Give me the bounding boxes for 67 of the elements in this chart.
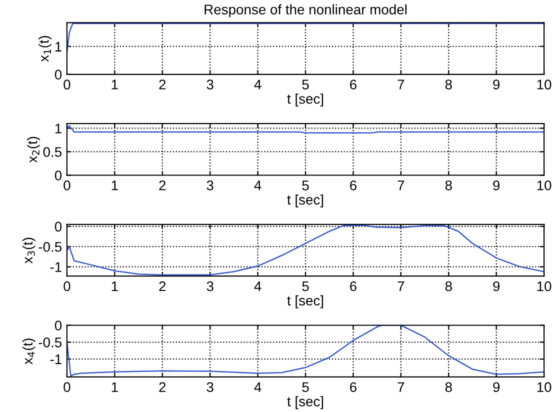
x-tick-label: 3: [206, 281, 214, 292]
y-tick-label: -0.5: [38, 242, 62, 252]
x-tick-label: 5: [302, 382, 309, 392]
x-tick-label: 6: [350, 382, 356, 392]
x-tick-label: 2: [159, 281, 166, 292]
x-tick-label: 1: [112, 80, 118, 90]
x-tick-label: 0: [64, 80, 70, 90]
y-tick-label: 0: [54, 70, 62, 80]
x-tick-label: 2: [159, 80, 166, 90]
x-tick-label: 7: [398, 80, 404, 90]
y-tick-label: 0: [54, 170, 62, 180]
x-tick-label: 9: [493, 180, 500, 190]
x-tick-label: 6: [350, 80, 356, 90]
x-tick-label: 10: [537, 80, 552, 90]
x-tick-label: 7: [398, 382, 404, 392]
x-tick-label: 9: [493, 281, 500, 292]
chart-title: Response of the nonlinear model: [204, 4, 407, 18]
y-tick-label: -1: [50, 262, 62, 272]
y-tick-label: 0.5: [43, 147, 62, 157]
x-axis-title: t [sec]: [287, 94, 324, 107]
x-tick-label: 3: [206, 382, 214, 392]
line-series: [66, 125, 544, 134]
x-tick-label: 6: [350, 281, 356, 292]
y-tick-label: 0: [54, 222, 62, 232]
line-series: [66, 325, 544, 377]
y-axis-title: x$_{1}$(t): [38, 36, 52, 62]
x-tick-label: 9: [493, 382, 500, 392]
y-tick-label: 0: [54, 320, 62, 330]
y-tick-label: -0.5: [38, 337, 62, 348]
x-tick-label: 1: [112, 281, 118, 292]
line-series: [66, 224, 544, 276]
x-axis-title: t [sec]: [287, 396, 324, 410]
x-tick-label: 0: [64, 382, 70, 392]
x-tick-label: 8: [445, 180, 452, 190]
x-tick-label: 7: [398, 180, 404, 190]
y-axis-title: x$_{4}$(t): [22, 338, 36, 364]
y-axis-title: x$_{3}$(t): [22, 238, 36, 264]
y-tick-label: 1: [55, 42, 62, 52]
y-tick-label: -1: [50, 354, 62, 364]
x-tick-label: 1: [112, 382, 118, 392]
x-tick-label: 3: [206, 80, 214, 90]
x-axis-title: t [sec]: [287, 194, 324, 208]
x-tick-label: 10: [537, 281, 552, 292]
x-tick-label: 10: [537, 180, 552, 190]
y-tick-label: 1: [55, 124, 62, 134]
x-tick-label: 4: [254, 80, 262, 90]
x-tick-label: 0: [64, 180, 70, 190]
x-tick-label: 1: [112, 180, 118, 190]
x-tick-label: 8: [445, 80, 452, 90]
x-tick-label: 2: [159, 180, 166, 190]
x-tick-label: 9: [493, 80, 500, 90]
x-tick-label: 5: [302, 80, 309, 90]
x-tick-label: 10: [537, 382, 552, 392]
x-tick-label: 7: [398, 281, 404, 292]
x-tick-label: 4: [254, 180, 262, 190]
x-tick-label: 6: [350, 180, 356, 190]
x-tick-label: 8: [445, 281, 452, 292]
y-axis-title: x$_{2}$(t): [26, 136, 40, 163]
x-tick-label: 5: [302, 281, 309, 292]
x-tick-label: 4: [254, 281, 262, 292]
x-tick-label: 8: [445, 382, 452, 392]
x-tick-label: 4: [254, 382, 262, 392]
x-tick-label: 2: [159, 382, 166, 392]
x-tick-label: 3: [206, 180, 214, 190]
x-tick-label: 5: [302, 180, 309, 190]
x-axis-title: t [sec]: [287, 295, 324, 308]
x-tick-label: 0: [64, 281, 70, 292]
